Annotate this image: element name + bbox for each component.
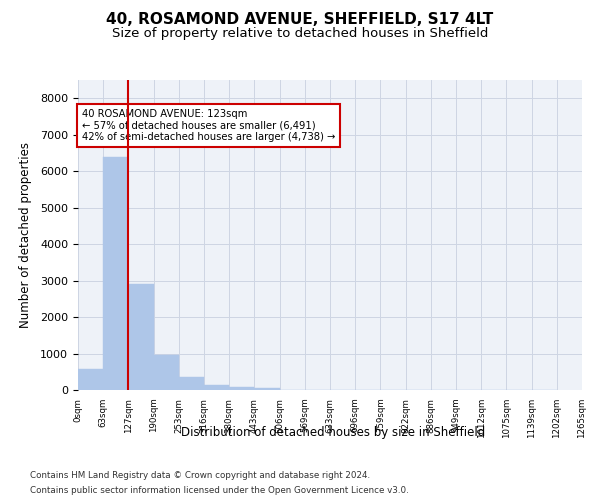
Text: Distribution of detached houses by size in Sheffield: Distribution of detached houses by size … — [181, 426, 485, 439]
Text: Contains public sector information licensed under the Open Government Licence v3: Contains public sector information licen… — [30, 486, 409, 495]
Bar — [103, 156, 128, 390]
Bar — [128, 284, 154, 390]
Bar — [179, 377, 204, 390]
Text: 40 ROSAMOND AVENUE: 123sqm
← 57% of detached houses are smaller (6,491)
42% of s: 40 ROSAMOND AVENUE: 123sqm ← 57% of deta… — [82, 109, 335, 142]
Y-axis label: Number of detached properties: Number of detached properties — [19, 142, 32, 328]
Bar — [254, 388, 280, 390]
Text: Size of property relative to detached houses in Sheffield: Size of property relative to detached ho… — [112, 28, 488, 40]
Bar — [154, 354, 179, 390]
Text: 40, ROSAMOND AVENUE, SHEFFIELD, S17 4LT: 40, ROSAMOND AVENUE, SHEFFIELD, S17 4LT — [106, 12, 494, 28]
Bar — [229, 386, 254, 390]
Bar — [204, 384, 229, 390]
Bar — [78, 369, 103, 390]
Text: Contains HM Land Registry data © Crown copyright and database right 2024.: Contains HM Land Registry data © Crown c… — [30, 471, 370, 480]
